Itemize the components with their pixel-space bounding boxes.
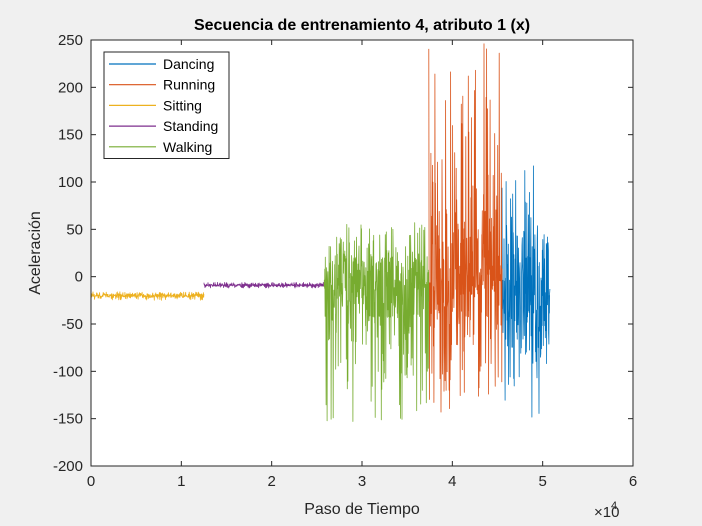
x-exponent: ×10 4: [594, 500, 619, 521]
series-standing-line: [203, 281, 325, 289]
legend-label-dancing: Dancing: [163, 56, 214, 72]
x-tick-label: 1: [177, 473, 185, 490]
y-tick-label: 200: [58, 79, 83, 96]
x-axis-label: Paso de Tiempo: [304, 501, 420, 518]
y-tick-label: 0: [75, 269, 83, 286]
y-tick-label: -150: [53, 411, 83, 428]
ticks-layer: 0 1 2 3 4 5 6 -200 -150 -100 -50 0 50 100 150 200 250: [53, 32, 637, 490]
x-tick-label: 5: [538, 473, 546, 490]
x-tick-label: 2: [267, 473, 275, 490]
series-layer: [90, 43, 551, 422]
y-tick-label: -100: [53, 363, 83, 380]
legend-label-running: Running: [163, 77, 215, 93]
legend-label-sitting: Sitting: [163, 97, 202, 113]
series-walking-line: [323, 222, 430, 422]
y-tick-label: -50: [61, 316, 83, 333]
legend-label-walking: Walking: [163, 139, 212, 155]
x-tick-label: 6: [629, 473, 637, 490]
x-exponent-base: ×10: [594, 504, 619, 521]
x-tick-label: 3: [358, 473, 366, 490]
chart-title: Secuencia de entrenamiento 4, atributo 1…: [194, 17, 530, 34]
x-exponent-power: 4: [611, 500, 617, 512]
legend: Dancing Running Sitting Standing Walking: [103, 51, 230, 159]
series-dancing-line: [501, 165, 551, 418]
x-tick-label: 0: [87, 473, 95, 490]
series-sitting-line: [90, 291, 205, 301]
series-running-line: [428, 43, 503, 413]
y-tick-label: 100: [58, 174, 83, 191]
y-tick-label: -200: [53, 458, 83, 475]
y-axis-label: Aceleración: [27, 211, 44, 295]
legend-label-standing: Standing: [163, 118, 218, 134]
y-tick-label: 150: [58, 127, 83, 144]
x-tick-label: 4: [448, 473, 456, 490]
y-tick-label: 50: [66, 221, 83, 238]
y-tick-label: 250: [58, 32, 83, 49]
